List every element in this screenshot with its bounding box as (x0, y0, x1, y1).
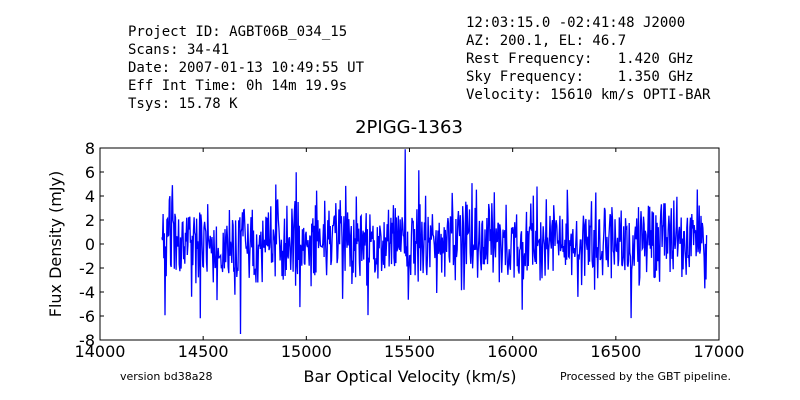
x-axis-ticks: 14000 14500 15000 15500 16000 16500 17000 (75, 148, 745, 361)
x-tick-label: 15000 (281, 342, 332, 361)
y-axis-label: Flux Density (mJy) (46, 171, 65, 318)
header-right-line: AZ: 200.1, EL: 46.7 (466, 33, 626, 49)
x-axis-label: Bar Optical Velocity (km/s) (304, 367, 517, 386)
series-line (161, 149, 708, 335)
header-left: Project ID: AGBT06B_034_15 Scans: 34-41 … (128, 24, 365, 112)
x-tick-label: 15500 (384, 342, 435, 361)
y-tick-label: -4 (79, 283, 95, 302)
version-text: version bd38a28 (120, 370, 213, 383)
x-tick-label: 16500 (590, 342, 641, 361)
series-layer (161, 149, 708, 335)
x-tick-label: 16000 (487, 342, 538, 361)
header-right-line: Rest Frequency: 1.420 GHz (466, 51, 694, 67)
y-tick-label: -8 (79, 331, 95, 350)
header-left-line: Eff Int Time: 0h 14m 19.9s (128, 78, 347, 94)
y-tick-label: 8 (85, 139, 95, 158)
y-tick-label: -2 (79, 259, 95, 278)
header-left-line: Tsys: 15.78 K (128, 96, 238, 112)
x-tick-label: 17000 (694, 342, 745, 361)
y-tick-label: 2 (85, 211, 95, 230)
header-right: 12:03:15.0 -02:41:48 J2000 AZ: 200.1, EL… (466, 15, 711, 103)
header-right-line: Velocity: 15610 km/s OPTI-BAR (466, 87, 711, 103)
y-tick-label: -6 (79, 307, 95, 326)
header-left-line: Date: 2007-01-13 10:49:55 UT (128, 60, 365, 76)
y-tick-label: 6 (85, 163, 95, 182)
x-tick-label: 14500 (178, 342, 229, 361)
header-left-line: Project ID: AGBT06B_034_15 (128, 24, 347, 40)
header-right-line: Sky Frequency: 1.350 GHz (466, 69, 694, 85)
pipeline-note: Processed by the GBT pipeline. (560, 370, 731, 383)
y-axis-ticks: -8 -6 -4 -2 0 2 4 6 8 (79, 139, 719, 350)
x-tick-label: 14000 (75, 342, 126, 361)
plot-area: 14000 14500 15000 15500 16000 16500 17000 -8 -6… (75, 139, 745, 361)
header-left-line: Scans: 34-41 (128, 42, 229, 58)
chart-title: 2PIGG-1363 (355, 117, 463, 138)
y-tick-label: 0 (85, 235, 95, 254)
header-right-line: 12:03:15.0 -02:41:48 J2000 (466, 15, 685, 31)
y-tick-label: 4 (85, 187, 95, 206)
